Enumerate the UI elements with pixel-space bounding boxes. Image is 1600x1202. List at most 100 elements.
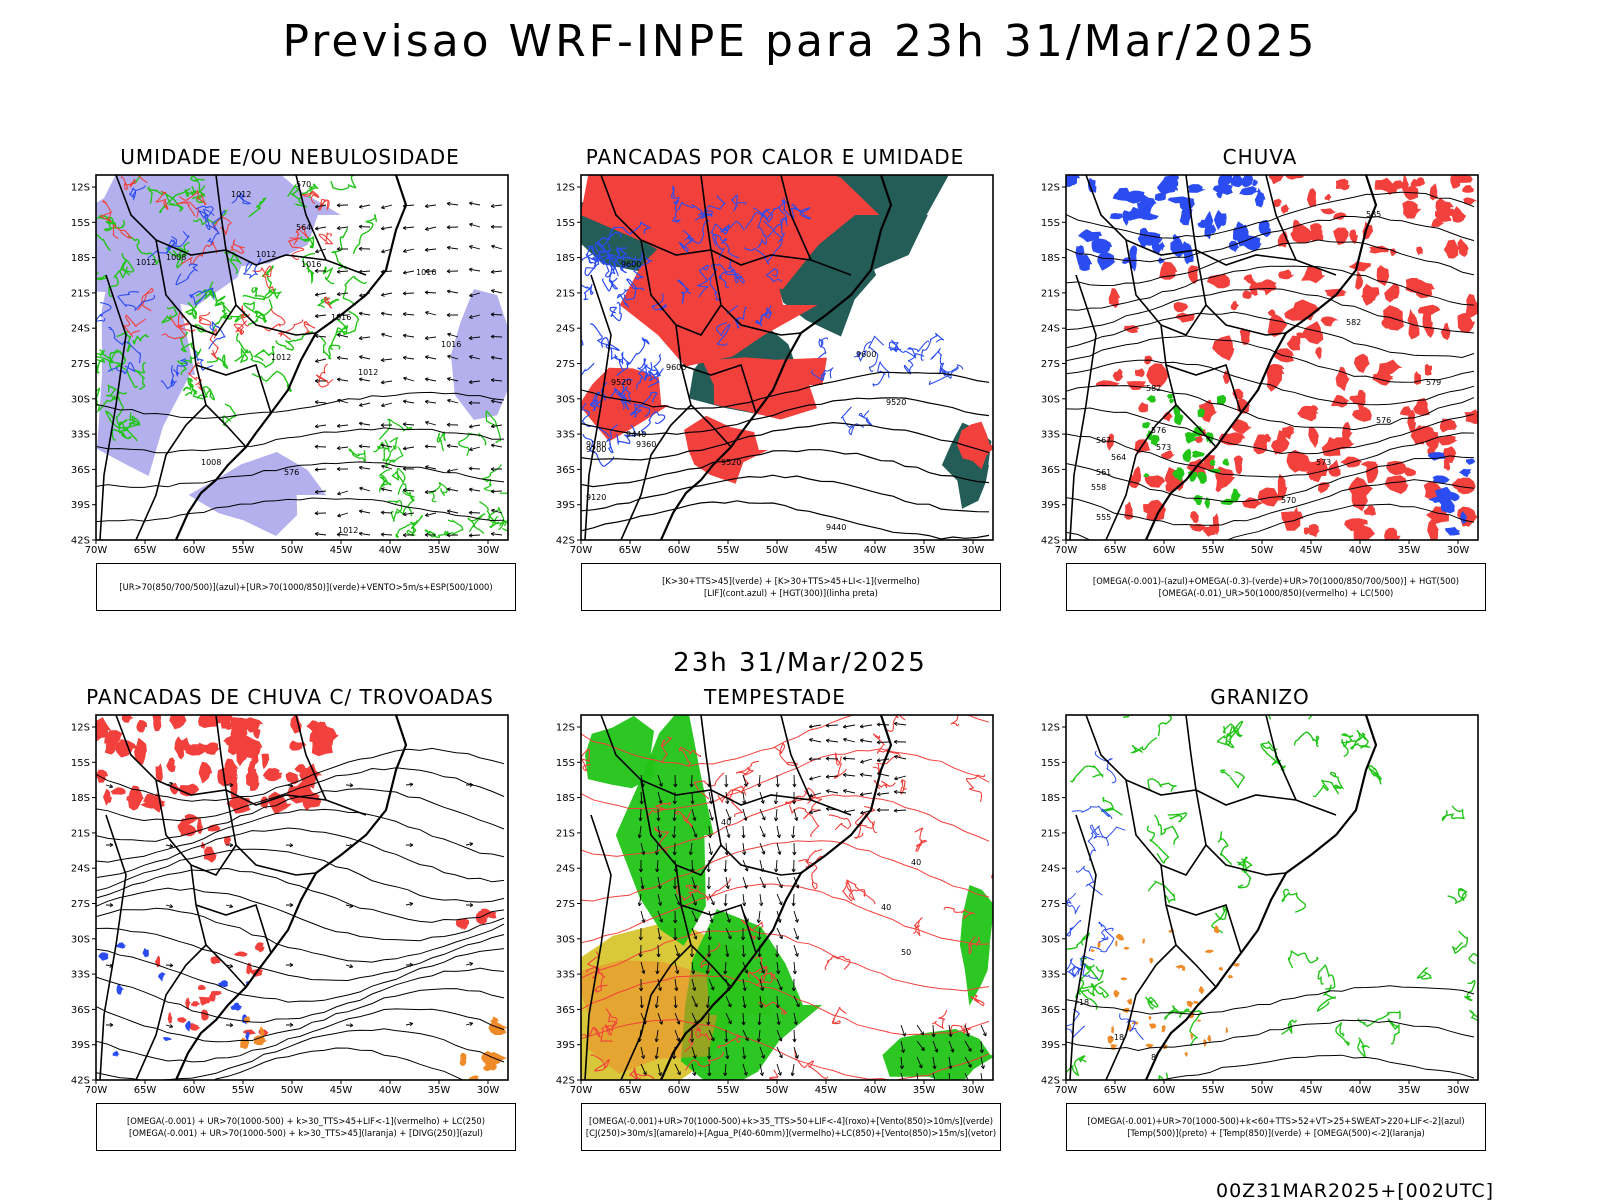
wind-vector [691, 775, 692, 787]
contour-label: 564 [1111, 453, 1126, 462]
contour-label: 1016 [441, 340, 461, 349]
lon-tick-label: 50W [766, 545, 789, 556]
middle-title: 23h 31/Mar/2025 [0, 648, 1600, 678]
contour-label: 558 [1091, 483, 1106, 492]
map-layers: 5855825795765735705675645615585555825765… [1060, 169, 1481, 550]
lat-tick-label: 27S [1041, 359, 1060, 370]
lat-tick-label: 24S [556, 324, 575, 335]
contour-label: 567 [1096, 436, 1111, 445]
lon-tick-label: 55W [717, 1085, 740, 1096]
lat-tick-label: 30S [556, 394, 575, 405]
lon-tick-label: 55W [1202, 1085, 1225, 1096]
lon-tick-label: 50W [281, 1085, 304, 1096]
lon-tick-label: 65W [619, 1085, 642, 1096]
lat-tick-label: 33S [556, 970, 575, 981]
contour-label: 40 [721, 818, 731, 827]
lat-tick-label: 15S [1041, 218, 1060, 229]
wind-vector [902, 1081, 905, 1084]
contour-label: 9520 [721, 458, 741, 467]
lat-tick-label: 39S [1041, 500, 1060, 511]
lon-tick-label: 45W [1300, 545, 1323, 556]
lat-tick-label: 18S [1041, 253, 1060, 264]
lat-tick-label: 12S [71, 723, 90, 734]
lon-tick-label: 70W [1055, 545, 1078, 556]
rain-area-red [1336, 179, 1350, 191]
contour-label: 9440 [626, 430, 646, 439]
contour-label: -18 [1076, 998, 1089, 1007]
lon-tick-label: 45W [330, 1085, 353, 1096]
lon-tick-label: 40W [1349, 1085, 1372, 1096]
contour-label: 1012 [136, 258, 156, 267]
lon-tick-label: 65W [619, 545, 642, 556]
lat-tick-label: 12S [1041, 723, 1060, 734]
lat-tick-label: 21S [556, 288, 575, 299]
contour-label: 1008 [201, 458, 221, 467]
lat-tick-label: 15S [556, 218, 575, 229]
legend-box: [OMEGA(-0.001)-(azul)+OMEGA(-0.3)-(verde… [1066, 563, 1486, 611]
lon-tick-label: 35W [1398, 545, 1421, 556]
contour-label: 570 [296, 180, 311, 189]
lat-tick-label: 39S [556, 1040, 575, 1051]
lat-tick-label: 18S [556, 793, 575, 804]
lon-tick-label: 65W [134, 545, 157, 556]
lat-tick-label: 18S [556, 253, 575, 264]
lat-tick-label: 30S [71, 394, 90, 405]
contour-label: 1012 [358, 368, 378, 377]
lat-tick-label: 12S [1041, 183, 1060, 194]
contour-label: 561 [1096, 468, 1111, 477]
lon-tick-label: 60W [1153, 1085, 1176, 1096]
lat-tick-label: 24S [1041, 324, 1060, 335]
lon-tick-label: 45W [815, 1085, 838, 1096]
lat-tick-label: 18S [71, 793, 90, 804]
main-title: Previsao WRF-INPE para 23h 31/Mar/2025 [0, 16, 1600, 67]
wind-vector [793, 894, 794, 906]
lon-tick-label: 50W [766, 1085, 789, 1096]
contour-label: 1012 [256, 250, 276, 259]
map-chuva: 5855825795765735705675645615585555825765… [1020, 165, 1500, 565]
wind-vector [948, 1082, 951, 1085]
lon-tick-label: 50W [1251, 545, 1274, 556]
map-layers: -18-188 [1055, 705, 1494, 1095]
map-umidade: 1012100810121012101610161016101210161012… [50, 165, 530, 565]
lon-tick-label: 35W [428, 545, 451, 556]
lon-tick-label: 35W [428, 1085, 451, 1096]
contour-label: 9440 [826, 523, 846, 532]
lon-tick-label: 30W [1447, 545, 1470, 556]
wind-vector [403, 293, 414, 294]
contour-label: 576 [1376, 416, 1391, 425]
lat-tick-label: 30S [1041, 934, 1060, 945]
lon-tick-label: 65W [1104, 1085, 1127, 1096]
lon-tick-label: 40W [379, 1085, 402, 1096]
lat-tick-label: 24S [1041, 864, 1060, 875]
legend-line: [UR>70(850/700/500)](azul)+[UR>70(1000/8… [119, 581, 492, 593]
lat-tick-label: 27S [71, 899, 90, 910]
lat-tick-label: 21S [71, 288, 90, 299]
map-layers: 9600952096009440936092809200912095209600… [551, 165, 997, 540]
legend-line: [OMEGA(-0.001)+UR>70(1000-500)+k<60+TTS>… [1087, 1115, 1464, 1127]
contour-label: 9200 [586, 445, 606, 454]
lon-tick-label: 40W [864, 1085, 887, 1096]
lon-tick-label: 60W [668, 545, 691, 556]
lon-tick-label: 60W [183, 1085, 206, 1096]
lat-tick-label: 27S [1041, 899, 1060, 910]
contour-label: 585 [1366, 210, 1381, 219]
lon-tick-label: 40W [1349, 545, 1372, 556]
contour-label: 50 [901, 948, 911, 957]
lat-tick-label: 39S [556, 500, 575, 511]
lon-tick-label: 40W [864, 545, 887, 556]
lon-tick-label: 60W [1153, 545, 1176, 556]
legend-line: [OMEGA(-0.001)-(azul)+OMEGA(-0.3)-(verde… [1093, 575, 1459, 587]
lat-tick-label: 21S [1041, 828, 1060, 839]
legend-line: [OMEGA(-0.001) + UR>70(1000-500) + k>30_… [129, 1127, 483, 1139]
lat-tick-label: 12S [71, 183, 90, 194]
lon-tick-label: 60W [183, 545, 206, 556]
contour-label: 1012 [271, 353, 291, 362]
contour-label: 1012 [231, 190, 251, 199]
lat-tick-label: 18S [71, 253, 90, 264]
contour-label: 555 [1096, 513, 1111, 522]
lon-tick-label: 70W [85, 1085, 108, 1096]
lon-tick-label: 35W [1398, 1085, 1421, 1096]
